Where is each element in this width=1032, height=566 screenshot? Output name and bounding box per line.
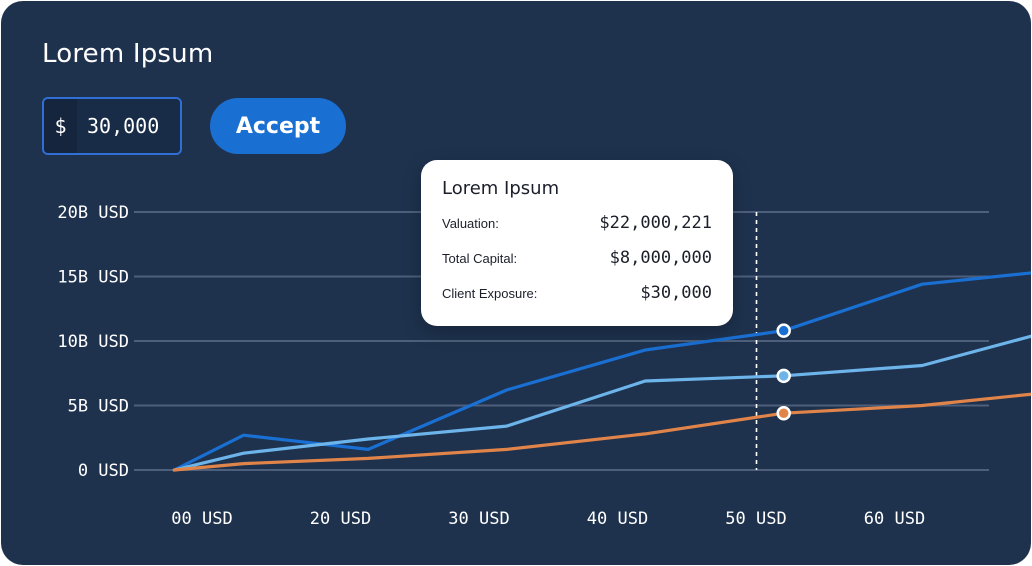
- accept-button[interactable]: Accept: [210, 98, 346, 154]
- y-tick-label: 5B USD: [68, 397, 129, 417]
- y-tick-label: 10B USD: [57, 332, 129, 352]
- y-tick-label: 0 USD: [78, 461, 129, 481]
- tooltip-row-label: Total Capital:: [442, 251, 518, 266]
- series-line: [172, 334, 1031, 472]
- tooltip-row-label: Client Exposure:: [442, 286, 538, 301]
- series-line: [172, 392, 1031, 472]
- highlight-point[interactable]: [776, 323, 791, 338]
- tooltip-row-value: $22,000,221: [599, 213, 712, 233]
- tooltip-row-value: $8,000,000: [609, 248, 712, 268]
- highlight-point[interactable]: [776, 405, 791, 421]
- tooltip-row-total-capital: Total Capital: $8,000,000: [442, 248, 712, 283]
- y-axis: 0 USD 5B USD 10B USD 15B USD 20B USD: [57, 203, 129, 481]
- x-axis: 00 USD 20 USD 30 USD 40 USD 50 USD 60 USD: [171, 509, 925, 529]
- page-title: Lorem Ipsum: [42, 39, 214, 69]
- y-tick-label: 15B USD: [57, 268, 129, 288]
- x-tick-label: 40 USD: [587, 509, 648, 529]
- series-lines: [172, 271, 1031, 472]
- highlight-point[interactable]: [776, 368, 791, 384]
- amount-input-group: $: [42, 97, 182, 155]
- x-tick-label: 00 USD: [171, 509, 232, 529]
- highlight-points: [776, 323, 791, 421]
- tooltip-title: Lorem Ipsum: [442, 178, 560, 199]
- x-tick-label: 60 USD: [864, 509, 925, 529]
- y-tick-label: 20B USD: [57, 203, 129, 223]
- tooltip-row-client-exposure: Client Exposure: $30,000: [442, 283, 712, 318]
- series-line: [172, 271, 1031, 472]
- tooltip-row-value: $30,000: [640, 283, 712, 303]
- amount-input[interactable]: [77, 99, 180, 153]
- tooltip-row-label: Valuation:: [442, 216, 499, 231]
- tooltip-row-valuation: Valuation: $22,000,221: [442, 213, 712, 248]
- x-tick-label: 30 USD: [448, 509, 509, 529]
- chart-tooltip: Lorem Ipsum Valuation: $22,000,221 Total…: [421, 160, 733, 326]
- dollar-sign-icon: $: [44, 99, 77, 153]
- x-tick-label: 20 USD: [310, 509, 371, 529]
- x-tick-label: 50 USD: [725, 509, 786, 529]
